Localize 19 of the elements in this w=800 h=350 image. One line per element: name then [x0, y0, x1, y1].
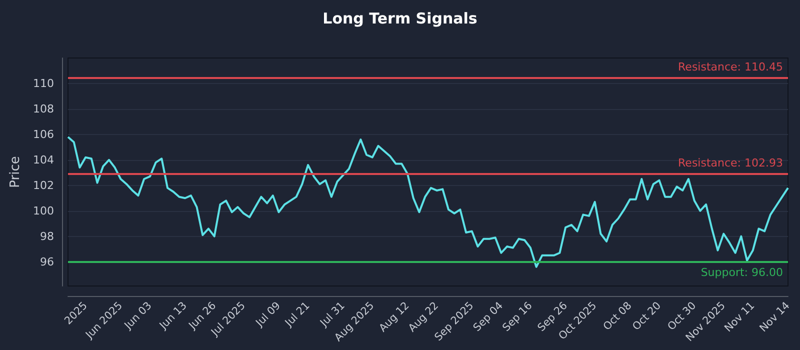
y-tick-label: 108 [33, 102, 54, 116]
ref-line-label: Resistance: 102.93 [678, 156, 783, 170]
ref-line-label: Support: 96.00 [700, 266, 783, 279]
x-tick-label: Nov 14 [757, 300, 792, 335]
y-axis-title: Price [8, 156, 23, 188]
y-tick-label: 110 [33, 76, 54, 90]
x-tick-label: Jun 13 [156, 300, 190, 332]
y-tick-label: 104 [33, 153, 54, 166]
x-tick-label: Jul 09 [253, 300, 283, 330]
line-series [67, 136, 789, 268]
y-tick-label: 100 [33, 204, 54, 218]
y-tick-label: 106 [33, 128, 54, 141]
ref-line-label: Resistance: 110.45 [678, 60, 783, 74]
y-tick-label: 96 [40, 255, 54, 268]
y-tick-label: 98 [40, 230, 54, 243]
x-tick-label: Jun 03 [122, 300, 154, 332]
y-tick-label: 102 [33, 178, 54, 192]
x-tick-label: Jul 21 [282, 300, 312, 330]
chart-title: Long Term Signals [322, 10, 478, 28]
